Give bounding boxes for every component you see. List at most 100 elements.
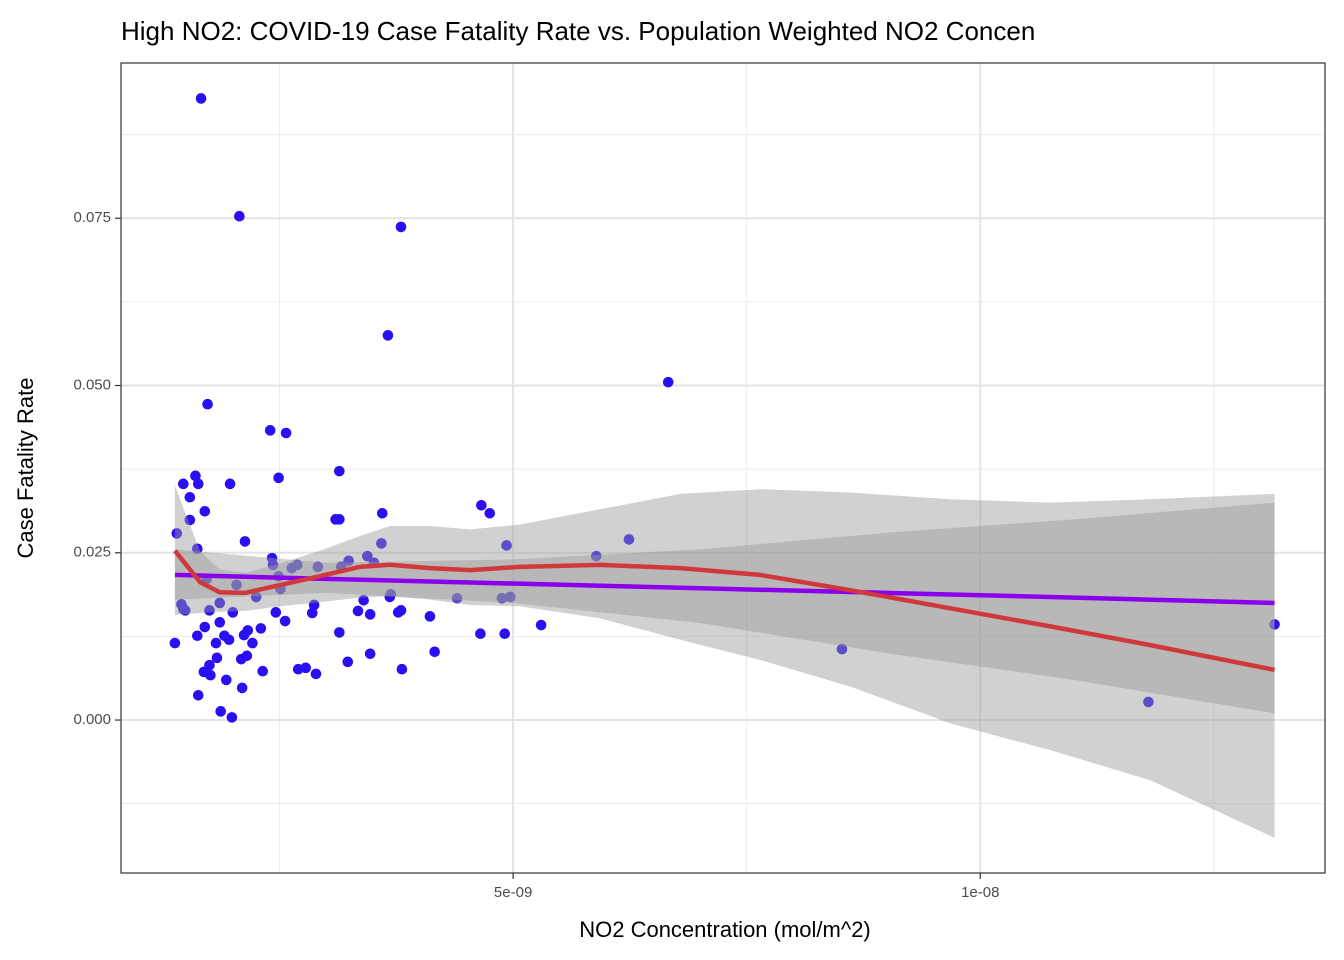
- point: [210, 637, 222, 649]
- point: [192, 689, 204, 701]
- point: [395, 605, 407, 616]
- point: [171, 528, 183, 539]
- point: [334, 514, 345, 525]
- point: [382, 330, 394, 341]
- point: [451, 592, 463, 604]
- point: [376, 538, 387, 549]
- point: [190, 470, 201, 482]
- point: [199, 621, 211, 633]
- point: [358, 594, 369, 606]
- y-tick-label: 0.050: [73, 376, 111, 393]
- x-axis-title: NO2 Concentration (mol/m^2): [579, 917, 871, 942]
- point: [267, 559, 279, 571]
- point: [236, 682, 248, 694]
- x-tick-label: 1e-08: [961, 884, 999, 901]
- point: [211, 652, 223, 664]
- point: [184, 514, 196, 526]
- y-tick-label: 0.000: [73, 711, 111, 728]
- point: [239, 536, 251, 547]
- point: [199, 505, 211, 517]
- axes: 5e-09 1e-08 0.000 0.025 0.050 0.075: [73, 209, 999, 901]
- point: [476, 499, 487, 511]
- point: [501, 540, 512, 551]
- point: [334, 627, 345, 638]
- point: [247, 637, 258, 649]
- point: [334, 465, 345, 477]
- point: [192, 478, 204, 490]
- point: [184, 491, 196, 503]
- y-axis-title: Case Fatality Rate: [13, 378, 38, 559]
- point: [535, 619, 547, 631]
- point: [234, 210, 245, 222]
- point: [273, 472, 284, 484]
- point: [364, 609, 376, 620]
- point: [429, 646, 440, 658]
- point: [342, 656, 354, 668]
- point: [255, 623, 267, 634]
- y-tick-label: 0.025: [73, 544, 111, 561]
- point: [205, 669, 216, 681]
- x-tick-label: 5e-09: [494, 884, 532, 901]
- grid: [121, 63, 1325, 873]
- point: [220, 674, 232, 686]
- panel-border: [120, 62, 1326, 874]
- plot-area: [169, 93, 1280, 838]
- point: [310, 668, 322, 680]
- point: [250, 591, 262, 603]
- point: [214, 617, 226, 628]
- chart-title: High NO2: COVID-19 Case Fatality Rate vs…: [121, 16, 1035, 46]
- point: [223, 634, 235, 646]
- fit-line: [173, 549, 1275, 673]
- point: [280, 427, 292, 439]
- point: [235, 653, 247, 665]
- point: [306, 607, 318, 619]
- point: [204, 605, 215, 616]
- point: [484, 507, 496, 519]
- point: [169, 637, 181, 649]
- point: [226, 712, 238, 723]
- point: [364, 648, 376, 660]
- point: [192, 630, 203, 642]
- point: [362, 550, 373, 562]
- point: [227, 607, 239, 618]
- point: [257, 665, 269, 677]
- point: [496, 592, 508, 604]
- point: [384, 591, 396, 603]
- point: [215, 706, 226, 717]
- point: [179, 605, 191, 616]
- point: [192, 543, 203, 555]
- point: [308, 599, 320, 611]
- point: [224, 478, 236, 490]
- point: [178, 478, 189, 490]
- point: [214, 597, 226, 609]
- point: [1143, 696, 1154, 708]
- fit-line: [174, 572, 1275, 606]
- point: [475, 628, 486, 640]
- point: [264, 425, 276, 436]
- point: [396, 663, 408, 675]
- point: [202, 398, 213, 410]
- point: [312, 561, 324, 573]
- point: [499, 628, 511, 640]
- point: [424, 611, 436, 622]
- point: [300, 662, 312, 674]
- point: [836, 643, 848, 655]
- point: [352, 605, 364, 617]
- point: [231, 579, 242, 591]
- point: [662, 376, 674, 388]
- point: [590, 550, 602, 562]
- point: [238, 629, 250, 641]
- point: [286, 562, 297, 574]
- point: [343, 555, 354, 567]
- confidence-band: [174, 502, 1275, 714]
- point: [1269, 619, 1280, 630]
- point: [195, 93, 207, 104]
- point: [623, 534, 635, 545]
- point: [377, 507, 388, 519]
- point: [395, 221, 407, 233]
- point: [270, 607, 282, 618]
- y-tick-label: 0.075: [73, 209, 111, 226]
- point: [279, 615, 291, 627]
